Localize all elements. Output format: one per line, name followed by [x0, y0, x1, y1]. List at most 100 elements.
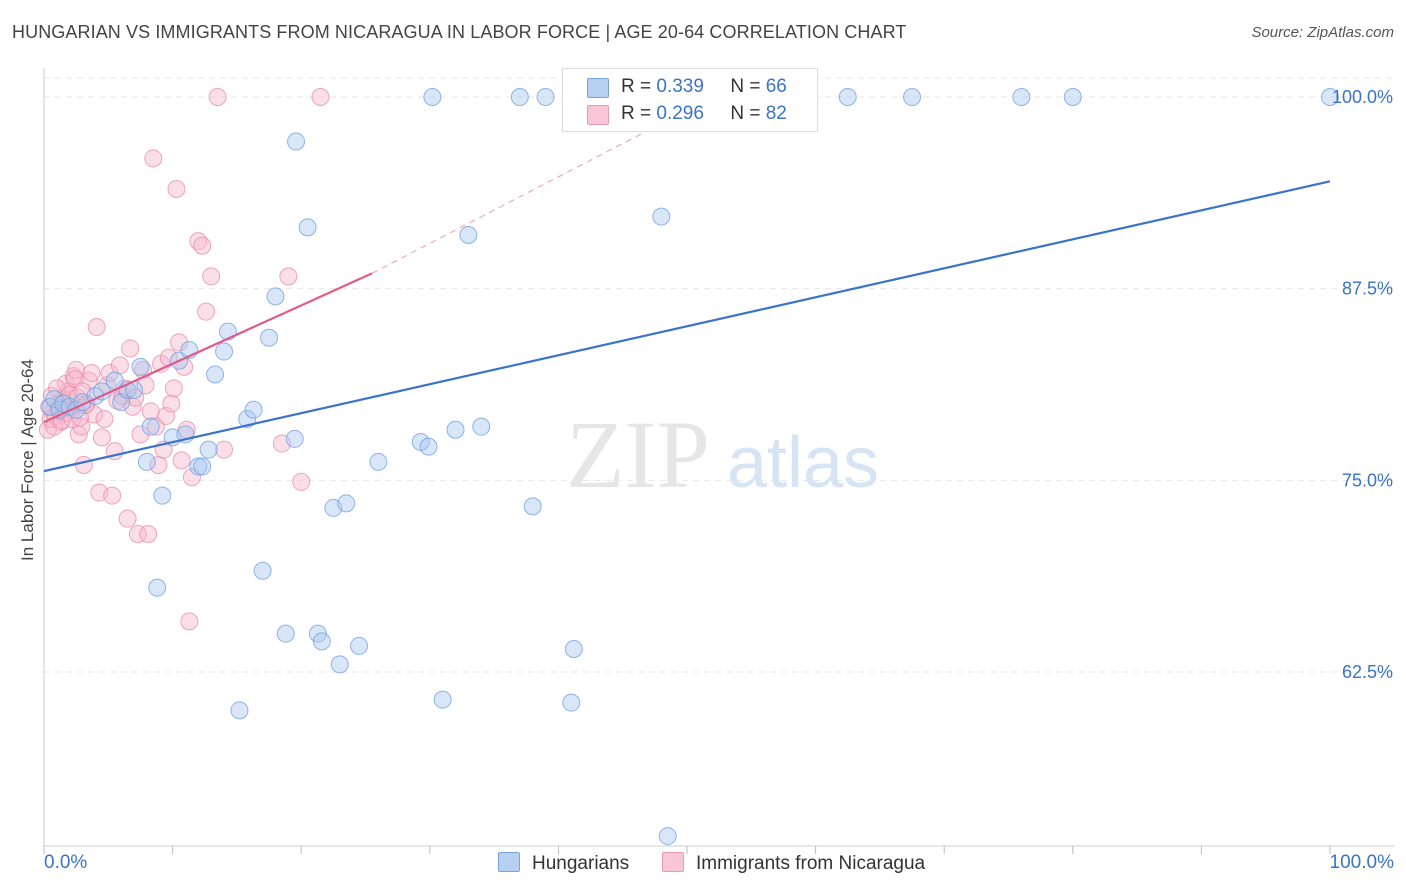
nicaragua-point [128, 525, 147, 543]
y-tick-label: 87.5% [1342, 279, 1393, 299]
hungarian-point [276, 624, 295, 643]
nicaragua-point [131, 425, 150, 444]
nicaragua-point [311, 88, 330, 106]
hungarian-point [206, 365, 225, 384]
hungarian-point [369, 452, 388, 471]
nicaragua-point [67, 360, 86, 379]
hungarian-point [244, 400, 263, 419]
hungarian-point [1012, 88, 1031, 106]
hungarian-point [472, 417, 491, 436]
nicaragua-point [85, 405, 104, 424]
hungarian-point [189, 457, 208, 476]
hungarian-point [298, 218, 317, 237]
hungarian-point [350, 636, 369, 655]
y-tick-labels: 62.5% 75.0% 87.5% 100.0% [1332, 87, 1393, 682]
hungarian-point [45, 390, 64, 409]
hungarian-point [330, 655, 349, 674]
nicaragua-point [279, 267, 298, 286]
hungarian-point [312, 632, 331, 651]
watermark-zip: ZIP [566, 401, 710, 508]
nicaragua-point [144, 149, 163, 168]
nicaragua-point [139, 525, 158, 543]
hungarian-point [131, 357, 150, 376]
legend-swatch-pink [587, 105, 609, 125]
hungarian-point [536, 88, 555, 106]
hungarian-point [1321, 88, 1339, 106]
nicaragua-point [92, 428, 111, 447]
hungarian-point [658, 827, 677, 846]
hungarian-point [199, 440, 218, 459]
hungarian-point [510, 88, 529, 106]
watermark: ZIP atlas [566, 401, 879, 508]
hungarian-point [141, 417, 160, 436]
legend-n-label: N = [730, 103, 761, 124]
y-axis-label: In Labor Force | Age 20-64 [18, 359, 37, 561]
hungarian-point [423, 88, 442, 106]
nicaragua-point [110, 356, 129, 375]
legend-swatch-blue [498, 852, 520, 872]
watermark-atlas: atlas [727, 423, 879, 503]
series-hungarians-points [41, 88, 1339, 846]
series-legend: Hungarians Immigrants from Nicaragua [0, 852, 1406, 878]
nicaragua-point [118, 509, 137, 528]
nicaragua-point [170, 333, 189, 352]
hungarian-point [148, 578, 167, 597]
y-tick-label: 100.0% [1332, 87, 1393, 107]
nicaragua-point [208, 88, 227, 106]
nicaragua-point [202, 267, 221, 286]
source-label: Source: ZipAtlas.com [1251, 24, 1394, 41]
hungarian-point [193, 457, 212, 476]
nicaragua-point [162, 394, 181, 413]
legend-n-value: 82 [765, 103, 787, 124]
grid-lines [44, 77, 1395, 673]
y-tick-label: 62.5% [1342, 662, 1393, 682]
hungarian-point [253, 561, 272, 580]
legend-swatch-pink [662, 852, 684, 872]
nicaragua-point [215, 440, 234, 459]
hungarian-point [562, 693, 581, 712]
nicaragua-point [87, 318, 106, 336]
axes [43, 68, 1395, 854]
hungarian-point [523, 497, 542, 516]
hungarian-point [838, 88, 857, 106]
nicaragua-point [197, 302, 216, 321]
nicaragua-point [82, 364, 101, 382]
nicaragua-point [172, 451, 191, 470]
nicaragua-point [121, 339, 140, 358]
hungarian-point [153, 486, 172, 505]
nicaragua-point [180, 612, 199, 631]
hungarian-point [230, 701, 249, 720]
hungarian-point [1063, 88, 1082, 106]
hungarian-point [337, 494, 356, 513]
hungarian-point [564, 640, 583, 658]
hungarian-point [285, 429, 304, 448]
nicaragua-point [95, 410, 114, 428]
legend-r-value: 0.296 [656, 103, 704, 124]
legend-label-nicaragua: Immigrants from Nicaragua [696, 853, 926, 874]
nicaragua-point [126, 388, 145, 407]
legend-item-nicaragua: Immigrants from Nicaragua [662, 852, 925, 875]
legend-item-hungarians: Hungarians [498, 852, 629, 875]
nicaragua-point [193, 236, 212, 255]
y-tick-label: 75.0% [1342, 470, 1393, 490]
nicaragua-point [141, 402, 160, 421]
hungarian-point [137, 452, 156, 471]
legend-n-label: N = [730, 76, 761, 97]
hungarian-point [652, 207, 671, 226]
legend-label-hungarians: Hungarians [532, 853, 630, 874]
nicaragua-point [164, 379, 183, 398]
hungarian-point [287, 132, 306, 151]
hungarians-trend-line [43, 180, 1331, 473]
x-tick-label-max: 100.0% [1329, 852, 1394, 873]
hungarian-point [266, 287, 285, 306]
hungarian-point [215, 342, 234, 361]
hungarian-point [433, 690, 452, 709]
nicaragua-trend-line [43, 272, 373, 424]
hungarian-point [419, 437, 438, 456]
legend-r-value: 0.339 [656, 76, 704, 97]
chart-title: HUNGARIAN VS IMMIGRANTS FROM NICARAGUA I… [12, 22, 907, 42]
nicaragua-point [103, 486, 122, 505]
nicaragua-point [74, 456, 93, 474]
legend-swatch-blue [587, 78, 609, 98]
